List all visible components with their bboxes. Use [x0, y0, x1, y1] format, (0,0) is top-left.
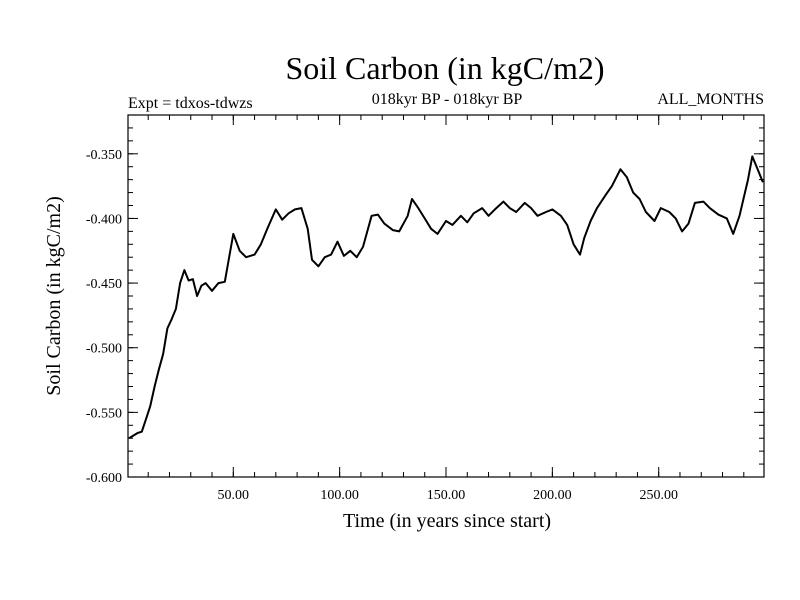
x-tick-label: 250.00	[639, 488, 678, 503]
ticks-layer: 50.00 100.00 150.00 200.00 250.00 -0.600 -0.55…	[86, 114, 764, 503]
experiment-label: Expt = tdxos-tdwzs	[128, 95, 253, 112]
series-line	[128, 155, 764, 440]
period-label: 018kyr BP - 018kyr BP	[372, 91, 523, 108]
y-tick-label: -0.450	[86, 277, 122, 292]
y-tick-label: -0.600	[86, 471, 122, 486]
y-axis-label: Soil Carbon (in kgC/m2)	[43, 196, 65, 395]
plot-frame	[127, 114, 765, 478]
x-tick-label: 200.00	[533, 488, 572, 503]
chart-title: Soil Carbon (in kgC/m2)	[285, 50, 604, 86]
months-label: ALL_MONTHS	[657, 91, 764, 108]
y-tick-label: -0.400	[86, 212, 122, 227]
x-tick-label: 100.00	[320, 488, 359, 503]
y-tick-label: -0.550	[86, 406, 122, 421]
x-axis-label: Time (in years since start)	[343, 510, 551, 532]
data-layer	[128, 155, 764, 440]
y-tick-label: -0.500	[86, 342, 122, 357]
x-tick-label: 150.00	[427, 488, 466, 503]
x-tick-label: 50.00	[218, 488, 250, 503]
y-tick-label: -0.350	[86, 148, 122, 163]
